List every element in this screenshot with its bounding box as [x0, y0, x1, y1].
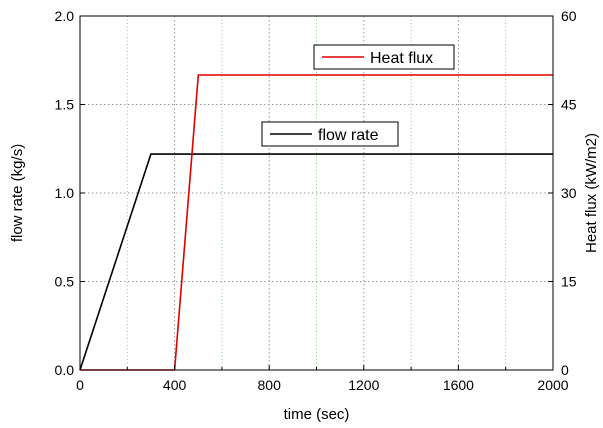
y-left-tick-label: 1.5 [55, 97, 75, 113]
y-right-tick-label: 0 [561, 362, 569, 378]
y-right-tick-label: 45 [561, 97, 577, 113]
x-tick-label: 400 [163, 377, 187, 393]
ticks: 0 400 800 1200 1600 2000 0.0 0.5 1.0 1.5 2.0 0 15 30 4… [55, 8, 577, 393]
y-right-tick-label: 30 [561, 185, 577, 201]
y-right-tick-label: 15 [561, 274, 577, 290]
legend-label: flow rate [318, 127, 379, 144]
series-line-flow-rate [79, 153, 553, 371]
y-left-tick-label: 2.0 [55, 8, 75, 24]
y-right-tick-label: 60 [561, 8, 577, 24]
legend-item-flow-rate: flow rate [261, 121, 399, 147]
x-axis-label: time (sec) [284, 406, 350, 423]
legend: flow rate Heat flux [261, 44, 455, 147]
x-tick-label: 1200 [348, 377, 379, 393]
x-tick-label: 0 [76, 377, 84, 393]
y-axis-left-label: flow rate (kg/s) [9, 144, 26, 242]
grid [80, 16, 553, 370]
y-left-tick-label: 0.0 [55, 362, 75, 378]
legend-item-heat-flux: Heat flux [313, 44, 455, 70]
legend-label: Heat flux [370, 50, 433, 67]
x-tick-label: 2000 [537, 377, 568, 393]
y-left-tick-label: 0.5 [55, 274, 75, 290]
y-axis-right-label: Heat flux (kW/m2) [583, 133, 600, 253]
y-left-tick-label: 1.0 [55, 185, 75, 201]
x-tick-label: 1600 [443, 377, 474, 393]
x-tick-label: 800 [258, 377, 282, 393]
